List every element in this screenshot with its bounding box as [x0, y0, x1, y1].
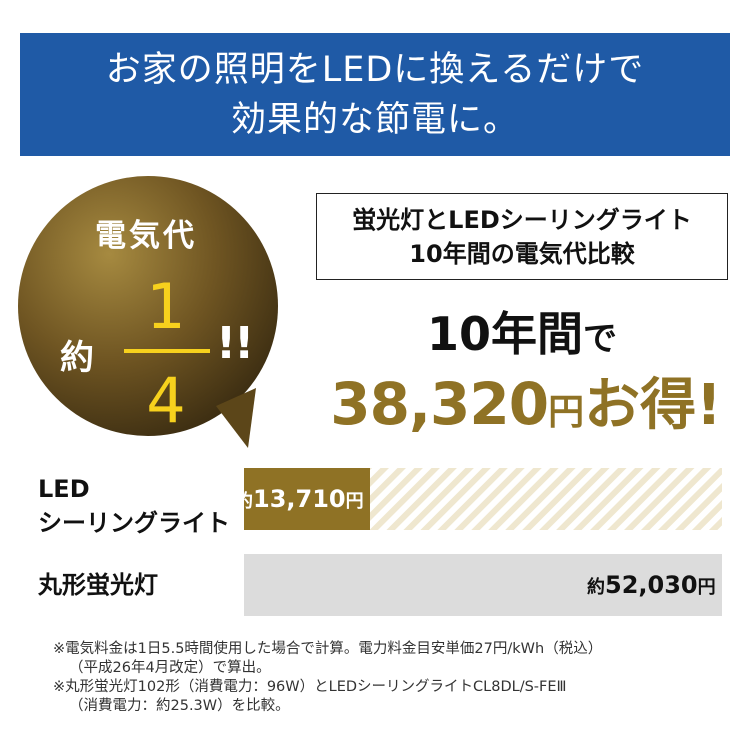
badge-bubble [18, 176, 278, 448]
savings-yen: 円 [548, 392, 585, 433]
fluorescent-bar-value: 約52,030円 [587, 571, 716, 599]
led-value-unit: 円 [345, 491, 364, 512]
badge-prefix: 約 [60, 338, 94, 378]
led-row-label: LED シーリングライト [38, 472, 230, 540]
header-banner: お家の照明をLEDに換えるだけで 効果的な節電に。 [20, 33, 730, 156]
fluorescent-row-label: 丸形蛍光灯 [38, 568, 158, 602]
comparison-line-1: 蛍光灯とLEDシーリングライト [352, 205, 692, 234]
footnote-1: ※電気料金は1日5.5時間使用した場合で計算。電力料金目安単価27円/kWh（税… [53, 641, 603, 657]
led-label-line-2: シーリングライト [38, 509, 230, 537]
bar-1 [244, 554, 722, 616]
badge-title: 電気代 [95, 218, 197, 254]
savings-amount: 38,320 [330, 370, 549, 438]
badge-exclamation: !! [216, 318, 254, 369]
fluorescent-value-text: 52,030 [605, 571, 698, 599]
fluorescent-label-line-1: 丸形蛍光灯 [38, 571, 158, 599]
fluorescent-value-prefix: 約 [587, 577, 605, 598]
savings-badge: 電気代 約 1 4 !! [16, 174, 296, 450]
led-label-line-1: LED [38, 475, 90, 503]
headline-savings: 38,320円お得! [316, 360, 736, 441]
fraction-numerator: 1 [146, 270, 186, 343]
led-bar-value: 約13,710円 [235, 485, 364, 513]
footnote-2-cont: （消費電力：約25.3W）を比較。 [69, 698, 290, 714]
banner-line-2: 効果的な節電に。 [230, 99, 519, 140]
fluorescent-value-unit: 円 [697, 577, 716, 598]
footnote-2: ※丸形蛍光灯102形（消費電力：96W）とLEDシーリングライトCL8DL/S-… [53, 679, 567, 695]
headline-years: 10年間で [316, 298, 728, 364]
led-value-prefix: 約 [235, 491, 253, 512]
comparison-line-2: 10年間の電気代比較 [409, 239, 635, 268]
savings-otoku: お得! [584, 373, 722, 438]
headline-particle: で [583, 319, 617, 359]
bar-0 [244, 468, 370, 530]
footnotes: ※電気料金は1日5.5時間使用した場合で計算。電力料金目安単価27円/kWh（税… [53, 640, 733, 716]
headline-years-text: 10年間 [426, 307, 583, 361]
fraction-denominator: 4 [146, 364, 186, 437]
comparison-title-box: 蛍光灯とLEDシーリングライト 10年間の電気代比較 [316, 193, 728, 280]
footnote-1-cont: （平成26年4月改定）で算出。 [69, 660, 271, 676]
banner-line-1: お家の照明をLEDに換えるだけで [105, 49, 645, 90]
fraction-bar [124, 349, 210, 353]
led-value-text: 13,710 [253, 485, 346, 513]
